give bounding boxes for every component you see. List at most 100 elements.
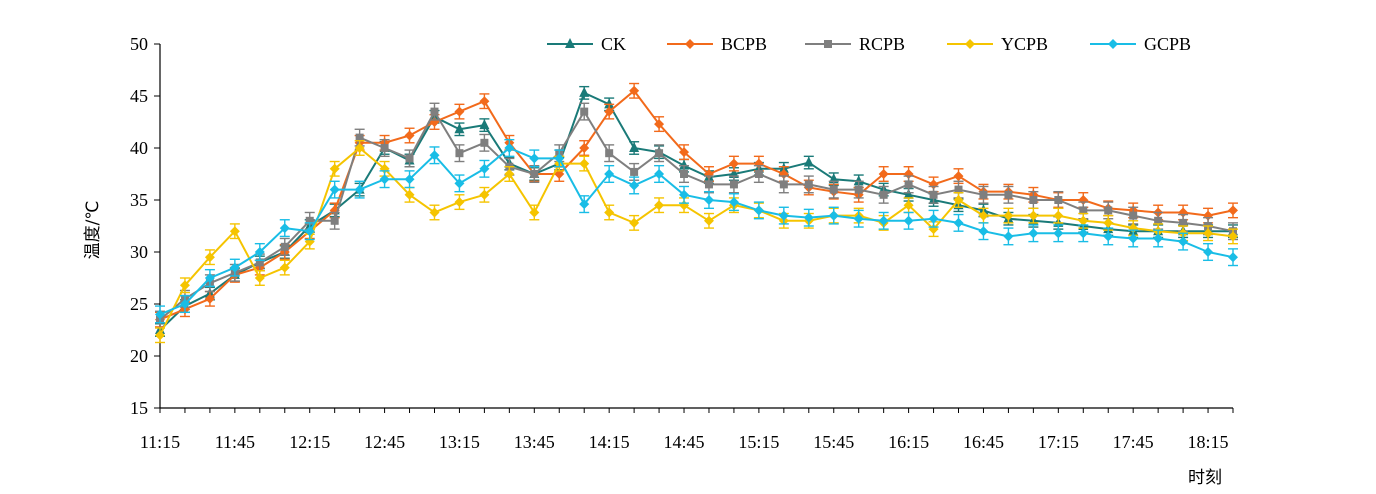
data-point (878, 215, 889, 226)
data-point (679, 147, 690, 158)
data-point (204, 273, 215, 283)
data-point (753, 205, 764, 216)
data-point (1003, 231, 1014, 242)
data-point (580, 107, 589, 116)
data-point (479, 189, 490, 200)
data-point (404, 174, 415, 185)
data-point (654, 200, 665, 211)
data-point (504, 169, 515, 179)
data-point (355, 133, 364, 142)
data-point (480, 138, 489, 147)
legend-item-rcpb: RCPB (805, 34, 905, 54)
y-tick-label: 45 (130, 86, 148, 106)
x-tick-label: 12:45 (364, 432, 405, 452)
data-point (1154, 216, 1163, 225)
data-point (629, 142, 640, 152)
y-tick-label: 35 (130, 190, 148, 210)
y-tick-label: 25 (130, 294, 148, 314)
legend-label: GCPB (1144, 34, 1191, 54)
axes: 15 20 25 30 35 40 45 50 11:15 11:45 12:15 12:45 13:1… (130, 34, 1234, 452)
data-point (728, 158, 739, 169)
data-point (579, 199, 590, 210)
y-axis-title: 温度/℃ (83, 201, 103, 260)
data-point (454, 197, 465, 208)
series-line (159, 147, 1234, 316)
data-point (405, 154, 414, 163)
data-point (703, 215, 714, 226)
x-tick-label: 15:45 (813, 432, 854, 452)
data-point (604, 207, 615, 218)
data-point (179, 280, 190, 291)
data-point (1053, 228, 1064, 239)
data-point (903, 200, 914, 211)
x-tick-label: 14:15 (589, 432, 630, 452)
series-line (159, 147, 1234, 336)
data-point (1179, 218, 1188, 227)
data-point (779, 180, 788, 189)
data-point (1228, 205, 1238, 216)
y-tick-label: 40 (130, 138, 148, 158)
data-point (703, 195, 714, 205)
data-point (305, 216, 314, 225)
data-point (754, 170, 763, 178)
data-point (454, 106, 465, 117)
data-point (904, 180, 913, 189)
data-point (1028, 228, 1039, 239)
data-point (229, 226, 240, 237)
x-axis-title: 时刻 (1188, 468, 1222, 488)
data-point (330, 216, 339, 225)
data-point (630, 167, 639, 176)
data-point (679, 159, 690, 170)
data-point (479, 96, 490, 107)
legend-item-ycpb: YCPB (947, 34, 1048, 54)
data-point (1028, 210, 1039, 221)
legend-marker (965, 39, 975, 49)
data-point (380, 144, 389, 152)
data-point (529, 207, 540, 218)
data-point (1228, 252, 1238, 263)
data-point (903, 188, 914, 199)
data-point (878, 169, 889, 179)
legend-label: CK (601, 34, 626, 54)
data-point (978, 210, 989, 221)
legend-item-gcpb: GCPB (1090, 34, 1191, 54)
data-point (1129, 211, 1138, 220)
data-point (529, 153, 540, 164)
x-tick-label: 18:15 (1188, 432, 1229, 452)
data-point (530, 170, 539, 178)
data-point (604, 106, 615, 117)
y-tick-label: 20 (130, 346, 148, 366)
series-ycpb (155, 140, 1238, 344)
data-point (229, 262, 240, 273)
data-point (404, 189, 415, 200)
data-point (629, 85, 640, 96)
data-point (179, 299, 190, 309)
legend: CK BCPB RCPB YCPB GCPB (547, 34, 1191, 54)
data-point (155, 330, 165, 341)
series-gcpb (155, 138, 1238, 324)
data-point (354, 143, 365, 153)
data-point (679, 189, 690, 200)
legend-marker (1108, 39, 1118, 49)
data-point (254, 247, 265, 257)
data-point (329, 163, 340, 174)
data-point (953, 171, 964, 182)
legend-label: YCPB (1001, 34, 1048, 54)
data-point (379, 174, 390, 185)
x-tick-label: 12:15 (289, 432, 330, 452)
data-point (1103, 217, 1114, 228)
data-point (604, 98, 615, 109)
x-tick-label: 16:45 (963, 432, 1004, 452)
data-point (979, 190, 988, 199)
x-tick-label: 11:45 (215, 432, 255, 452)
data-point (654, 169, 665, 179)
legend-label: BCPB (721, 34, 767, 54)
data-point (1153, 233, 1164, 244)
data-point (879, 190, 888, 199)
data-point (1128, 233, 1139, 244)
data-point (803, 212, 814, 223)
data-point (604, 169, 615, 179)
data-point (929, 190, 938, 199)
